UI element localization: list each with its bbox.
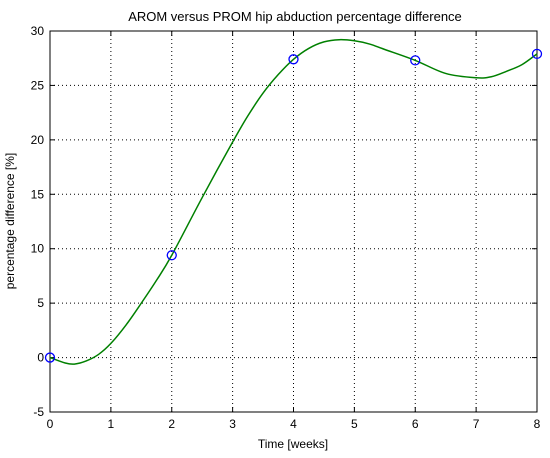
x-tick-label: 5 xyxy=(351,417,358,431)
y-axis-label: percentage difference [%] xyxy=(3,153,17,290)
series xyxy=(44,38,543,365)
x-tick-label: 7 xyxy=(473,417,480,431)
plot-area-frame xyxy=(49,30,538,413)
x-axis-label: Time [weeks] xyxy=(258,437,328,451)
x-tick-label: 1 xyxy=(108,417,115,431)
x-tick-label: 0 xyxy=(47,417,54,431)
measured-point xyxy=(410,55,421,66)
y-tick-label: 5 xyxy=(37,296,44,310)
measured-point xyxy=(166,250,177,261)
x-tick-label: 4 xyxy=(290,417,297,431)
x-tick-label: 2 xyxy=(168,417,175,431)
x-tick-label: 3 xyxy=(229,417,236,431)
chart-title: AROM versus PROM hip abduction percentag… xyxy=(128,9,462,24)
x-tick-label: 8 xyxy=(534,417,541,431)
grid xyxy=(49,30,538,413)
y-tick-label: 30 xyxy=(31,24,45,38)
y-tick-label: 0 xyxy=(37,351,44,365)
y-tick-label: 15 xyxy=(31,187,45,201)
y-tick-label: -5 xyxy=(33,405,44,419)
measured-point xyxy=(288,54,299,65)
measured-point xyxy=(44,352,56,363)
y-tick-label: 10 xyxy=(31,242,45,256)
x-tick-label: 6 xyxy=(412,417,419,431)
ticks xyxy=(49,30,538,413)
y-tick-label: 20 xyxy=(31,133,45,147)
y-tick-label: 25 xyxy=(31,78,45,92)
measured-point xyxy=(531,48,543,60)
interpolating-curve-line xyxy=(49,38,538,365)
